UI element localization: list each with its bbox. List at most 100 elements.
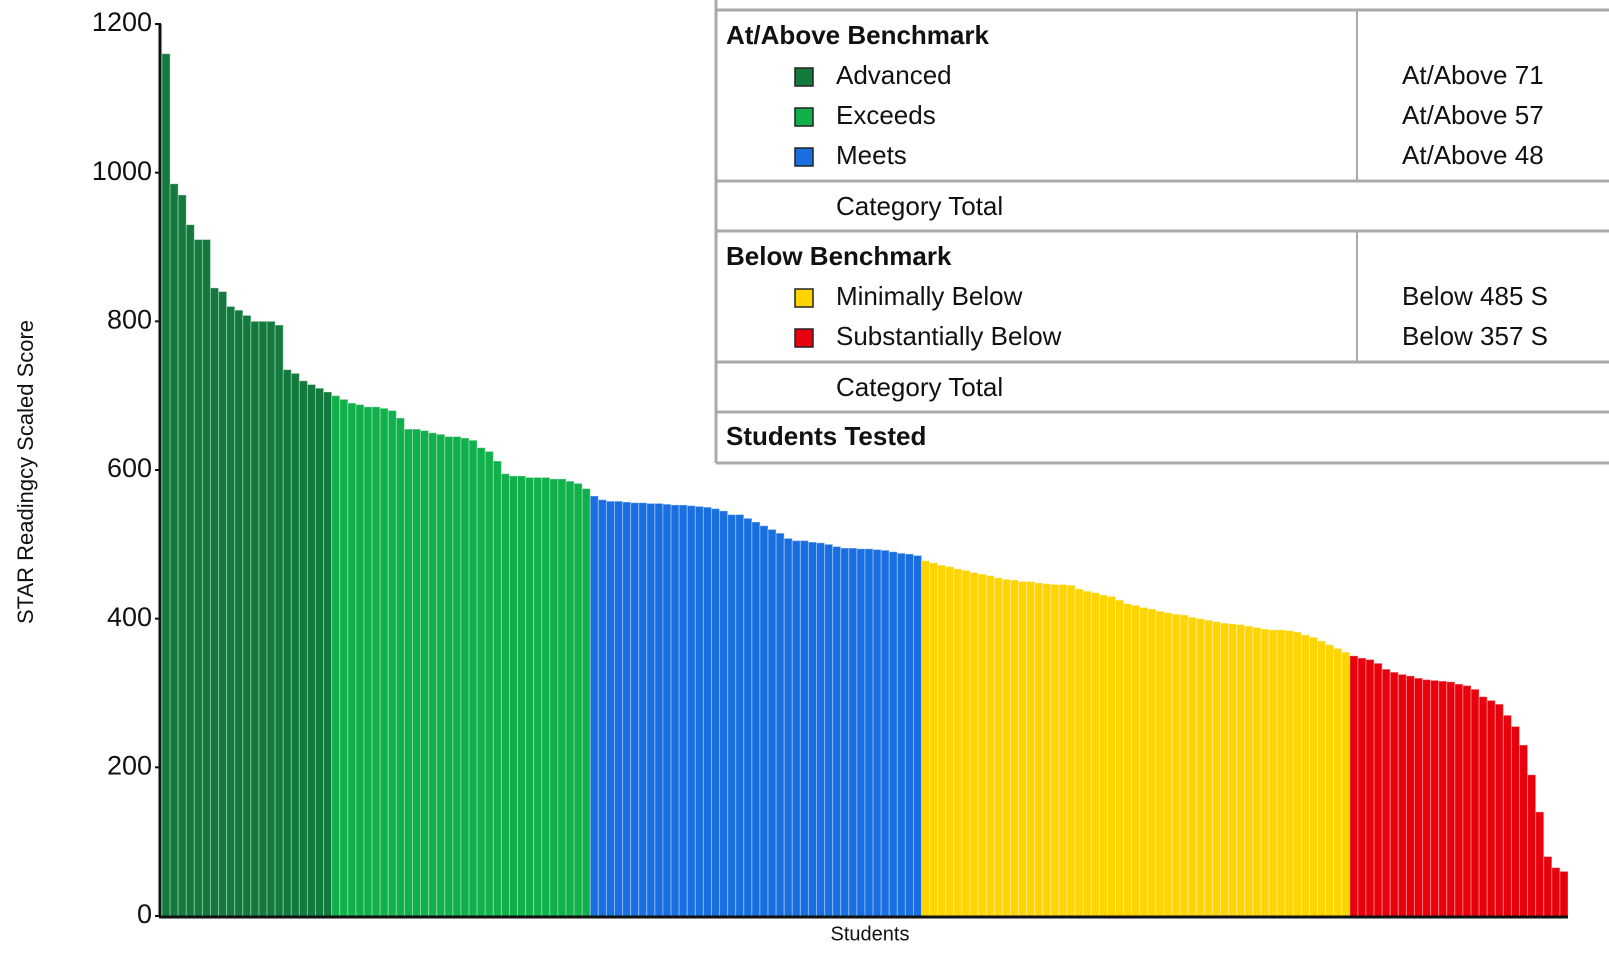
bar [1244, 625, 1254, 917]
bar [929, 562, 939, 917]
x-axis-label: Students [831, 923, 910, 945]
bar [581, 488, 591, 917]
y-tick-label: 600 [107, 453, 152, 483]
bar [209, 287, 220, 917]
bar [290, 372, 300, 917]
bar [1527, 774, 1537, 917]
bar [1220, 622, 1230, 917]
bar [735, 514, 745, 917]
bar [428, 432, 438, 917]
bar [1203, 619, 1213, 917]
legend-label: Minimally Below [836, 281, 1023, 311]
bar [1009, 579, 1020, 917]
section-title: Below Benchmark [726, 241, 952, 271]
bar [896, 552, 906, 917]
criteria: At/Above 57 [1402, 100, 1544, 130]
bar [347, 402, 357, 917]
legend-label: Advanced [836, 60, 952, 90]
bar [969, 572, 979, 917]
bar [1333, 647, 1343, 917]
bar [904, 553, 914, 917]
bar [953, 568, 963, 917]
bar [395, 417, 405, 917]
bar [1430, 679, 1440, 917]
bar [387, 410, 397, 917]
bar [193, 239, 203, 917]
bar [1098, 594, 1108, 917]
bar [508, 475, 519, 917]
bar [444, 436, 454, 917]
bar [533, 476, 543, 917]
bar [185, 224, 195, 917]
bar [605, 500, 616, 917]
y-tick-label: 1000 [92, 156, 152, 186]
bar [1446, 681, 1456, 917]
bar [452, 436, 462, 917]
bar [1494, 703, 1504, 917]
bar [1292, 631, 1302, 917]
y-tick-label: 1200 [92, 7, 152, 37]
bar [573, 482, 583, 917]
bar [1139, 607, 1149, 917]
bar [888, 551, 898, 917]
bar [1268, 629, 1278, 917]
bar [525, 476, 535, 917]
bar [323, 391, 333, 917]
bar [1163, 612, 1173, 917]
category-total: Category Total [836, 372, 1003, 402]
bar [694, 505, 704, 917]
bar [1519, 744, 1529, 917]
bar [1397, 673, 1407, 917]
bar [517, 475, 527, 917]
bar [630, 502, 640, 917]
bar [775, 532, 785, 917]
bar [1179, 614, 1189, 917]
bar [169, 183, 179, 917]
bar [1074, 588, 1084, 917]
bar [1543, 856, 1553, 917]
bar [177, 194, 187, 917]
bar [1502, 714, 1512, 917]
bar [436, 433, 446, 917]
bar [1559, 870, 1569, 917]
bar [686, 505, 696, 917]
bar [702, 506, 712, 917]
bar [1066, 584, 1076, 917]
bar [921, 560, 931, 917]
bar [1365, 659, 1375, 917]
bar [1284, 630, 1294, 917]
bar [1438, 680, 1448, 917]
bar [1454, 683, 1464, 917]
bar [1058, 583, 1068, 917]
bar [274, 324, 284, 917]
bar [315, 387, 325, 917]
bar [500, 473, 510, 917]
bar [218, 291, 228, 917]
criteria: Below 485 S [1402, 281, 1548, 311]
legend-swatch [794, 328, 814, 348]
bar [1486, 699, 1496, 917]
bar [985, 575, 995, 917]
bar [379, 407, 389, 917]
bar [1147, 608, 1157, 917]
bar [840, 547, 850, 917]
bar [339, 398, 349, 917]
bar [638, 502, 648, 917]
bar [856, 548, 866, 917]
bar [331, 395, 341, 917]
bar [1462, 685, 1472, 917]
bar [1034, 582, 1044, 917]
bar [1082, 590, 1092, 917]
bar [783, 537, 793, 917]
bar [1373, 662, 1383, 917]
bar [743, 517, 753, 917]
bar [1114, 599, 1125, 917]
bar [1026, 581, 1036, 917]
bar [824, 543, 834, 917]
bar [298, 380, 308, 917]
bar [1317, 640, 1327, 917]
bar [460, 437, 470, 917]
bar [541, 476, 551, 917]
bar [403, 428, 413, 917]
bar [614, 500, 624, 917]
